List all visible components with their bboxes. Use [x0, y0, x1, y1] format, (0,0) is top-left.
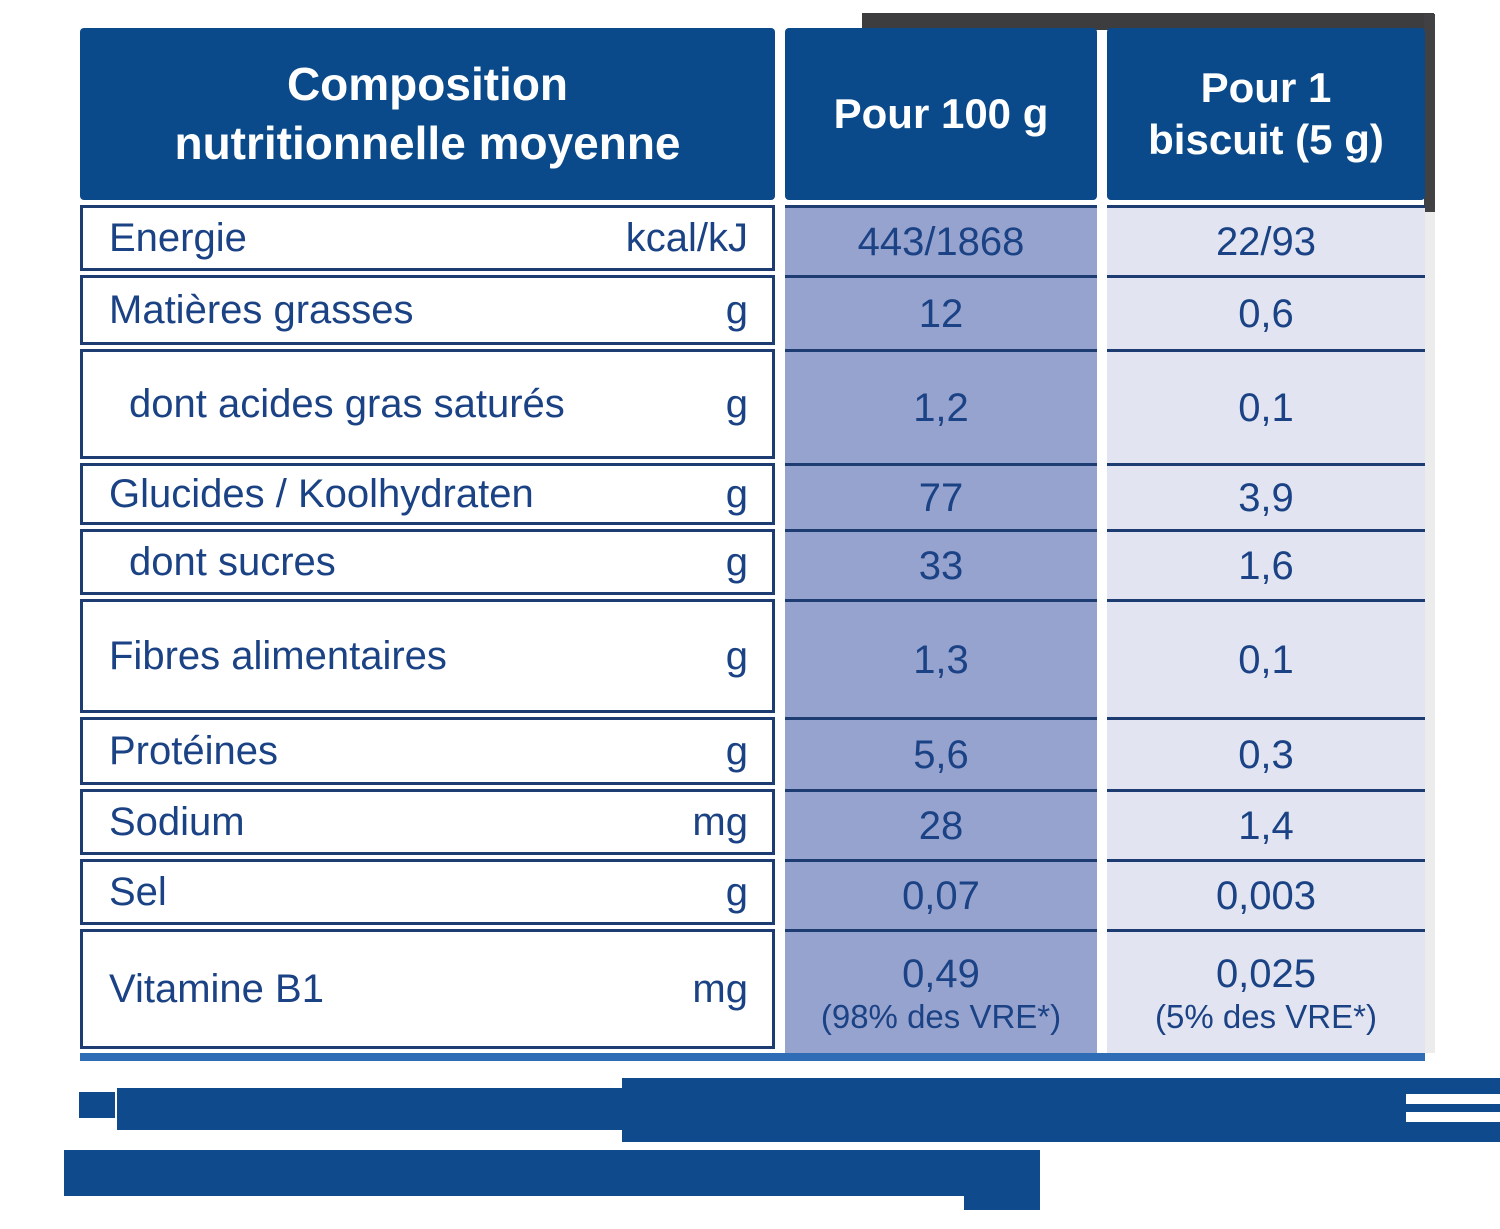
value-per-biscuit: 0,003: [1107, 862, 1425, 932]
value-per-100g: 443/1868: [785, 208, 1097, 278]
row-label-cell: Sodium mg: [80, 789, 775, 855]
row-label: Fibres alimentaires: [109, 633, 447, 678]
row-unit: kcal/kJ: [625, 215, 748, 260]
value-per-biscuit: 0,3: [1107, 720, 1425, 792]
value-per-100g-text: 28: [918, 803, 964, 848]
value-per-biscuit: 1,6: [1107, 532, 1425, 602]
column-header-per-biscuit-text: Pour 1 biscuit (5 g): [1148, 63, 1384, 164]
redaction-block-asterisk: [79, 1092, 115, 1118]
labels-column: Energie kcal/kJ Matières grasses g dont acid…: [80, 205, 775, 1053]
row-label: Matières grasses: [109, 287, 414, 332]
table-title: Composition nutritionnelle moyenne: [174, 58, 681, 169]
redaction-block-line1-right: [622, 1078, 1500, 1142]
value-per-100g-text: 1,3: [913, 637, 969, 682]
value-per-biscuit-text: 1,6: [1238, 543, 1294, 588]
value-per-100g-text: 77: [918, 475, 964, 520]
per-100g-column: 443/1868 12 1,2 77 33 1,3 5,6 28 0,07 0,49 (98% de…: [785, 205, 1097, 1056]
column-header-per-biscuit: Pour 1 biscuit (5 g): [1107, 28, 1425, 200]
redaction-block-line2-bump: [964, 1150, 1040, 1210]
row-unit: g: [725, 869, 748, 914]
table-title-cell: Composition nutritionnelle moyenne: [80, 28, 775, 200]
value-per-100g: 0,49 (98% des VRE*): [785, 932, 1097, 1056]
row-label: dont sucres: [129, 539, 336, 584]
row-label-cell: Glucides / Koolhydraten g: [80, 463, 775, 525]
value-per-biscuit-text: 0,1: [1238, 637, 1294, 682]
row-label-cell: Matières grasses g: [80, 275, 775, 345]
row-label-cell: Fibres alimentaires g: [80, 599, 775, 713]
row-label: Sodium: [109, 799, 245, 844]
row-label-cell: dont sucres g: [80, 529, 775, 595]
redaction-block-line1-left: [117, 1088, 622, 1130]
value-per-biscuit: 1,4: [1107, 792, 1425, 862]
value-per-100g: 28: [785, 792, 1097, 862]
value-per-100g: 5,6: [785, 720, 1097, 792]
row-unit: g: [725, 633, 748, 678]
value-per-100g: 0,07: [785, 862, 1097, 932]
value-per-biscuit: 0,1: [1107, 352, 1425, 466]
row-unit: mg: [692, 966, 748, 1011]
value-per-biscuit: 3,9: [1107, 466, 1425, 532]
table-bottom-border: [80, 1053, 1425, 1061]
row-label-cell: Sel g: [80, 859, 775, 925]
redaction-gap: [1406, 1112, 1500, 1122]
value-per-biscuit: 0,6: [1107, 278, 1425, 352]
value-per-biscuit-text: 0,1: [1238, 385, 1294, 430]
row-unit: g: [725, 471, 748, 516]
value-per-biscuit-note: (5% des VRE*): [1155, 998, 1377, 1036]
row-unit: g: [725, 728, 748, 773]
row-unit: mg: [692, 799, 748, 844]
value-per-100g: 12: [785, 278, 1097, 352]
row-label: Sel: [109, 869, 167, 914]
value-per-biscuit: 0,1: [1107, 602, 1425, 720]
value-per-100g: 1,2: [785, 352, 1097, 466]
photo-edge-right-light: [1424, 212, 1435, 1053]
row-label-cell: Vitamine B1 mg: [80, 929, 775, 1049]
redaction-gap: [1406, 1094, 1500, 1104]
photo-edge-right-dark: [1424, 14, 1435, 212]
row-label: Glucides / Koolhydraten: [109, 471, 534, 516]
value-per-biscuit: 22/93: [1107, 208, 1425, 278]
value-per-biscuit-text: 3,9: [1238, 475, 1294, 520]
value-per-biscuit-text: 1,4: [1238, 803, 1294, 848]
value-per-biscuit-text: 0,003: [1215, 873, 1317, 918]
value-per-100g-text: 0,49: [902, 952, 980, 997]
value-per-100g-text: 33: [918, 543, 964, 588]
row-label: Energie: [109, 215, 247, 260]
row-label: Protéines: [109, 728, 278, 773]
row-label: Vitamine B1: [109, 966, 324, 1011]
value-per-100g-text: 12: [918, 291, 964, 336]
column-header-per-100g: Pour 100 g: [785, 28, 1097, 200]
value-per-100g-text: 443/1868: [857, 219, 1025, 264]
value-per-biscuit-text: 0,6: [1238, 291, 1294, 336]
value-per-biscuit-text: 0,3: [1238, 732, 1294, 777]
row-label-cell: Energie kcal/kJ: [80, 205, 775, 271]
value-per-100g-note: (98% des VRE*): [820, 998, 1062, 1036]
value-per-100g-text: 5,6: [913, 732, 969, 777]
value-per-biscuit: 0,025 (5% des VRE*): [1107, 932, 1425, 1056]
column-header-per-100g-text: Pour 100 g: [833, 90, 1049, 137]
row-unit: g: [725, 381, 748, 426]
row-label: dont acides gras saturés: [129, 381, 565, 426]
value-per-100g-text: 1,2: [913, 385, 969, 430]
row-label-cell: dont acides gras saturés g: [80, 349, 775, 459]
value-per-biscuit-text: 0,025: [1215, 952, 1317, 997]
value-per-100g: 1,3: [785, 602, 1097, 720]
row-label-cell: Protéines g: [80, 717, 775, 785]
row-unit: g: [725, 539, 748, 584]
photo-edge-top: [862, 13, 1434, 30]
per-biscuit-column: 22/93 0,6 0,1 3,9 1,6 0,1 0,3 1,4 0,003 0,025 (5% …: [1107, 205, 1425, 1056]
value-per-100g: 77: [785, 466, 1097, 532]
redaction-block-line2: [64, 1150, 1040, 1196]
value-per-100g-text: 0,07: [902, 873, 980, 918]
value-per-100g: 33: [785, 532, 1097, 602]
row-unit: g: [725, 287, 748, 332]
value-per-biscuit-text: 22/93: [1215, 219, 1317, 264]
